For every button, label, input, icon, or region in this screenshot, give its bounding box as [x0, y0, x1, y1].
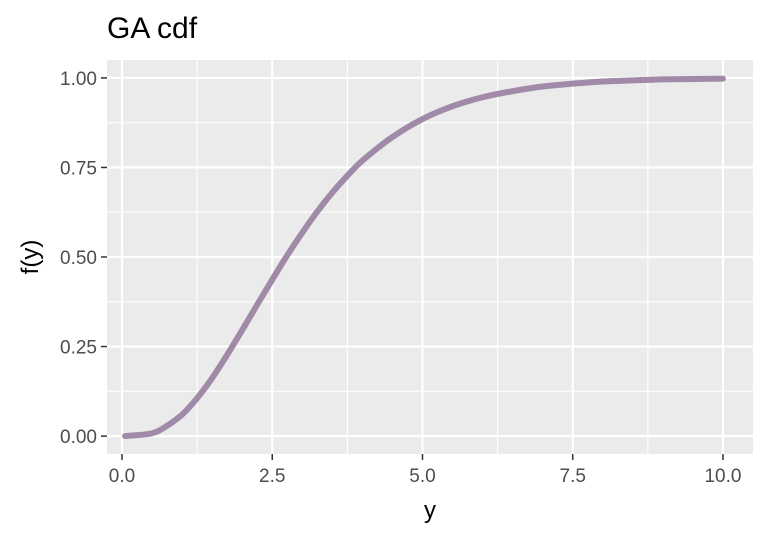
x-tick-label: 5.0 — [409, 466, 435, 487]
chart-title: GA cdf — [107, 12, 198, 45]
x-tick-label: 2.5 — [259, 466, 285, 487]
y-tick-label: 0.75 — [60, 158, 97, 179]
y-tick-label: 0.00 — [60, 427, 97, 448]
x-axis: 0.0 2.5 5.0 7.5 10.0 — [109, 454, 741, 487]
x-axis-title: y — [424, 497, 436, 524]
series-layer — [122, 75, 726, 440]
y-axis: 0.00 0.25 0.50 0.75 1.00 — [60, 69, 107, 448]
y-tick-label: 0.25 — [60, 338, 97, 359]
x-tick-label: 10.0 — [704, 466, 741, 487]
y-tick-label: 0.50 — [60, 248, 97, 269]
x-tick-label: 0.0 — [109, 466, 135, 487]
y-axis-title: f(y) — [17, 240, 44, 275]
cdf-series-line — [122, 75, 726, 440]
y-tick-label: 1.00 — [60, 69, 97, 90]
x-tick-label: 7.5 — [560, 466, 586, 487]
major-gridlines — [107, 60, 753, 454]
